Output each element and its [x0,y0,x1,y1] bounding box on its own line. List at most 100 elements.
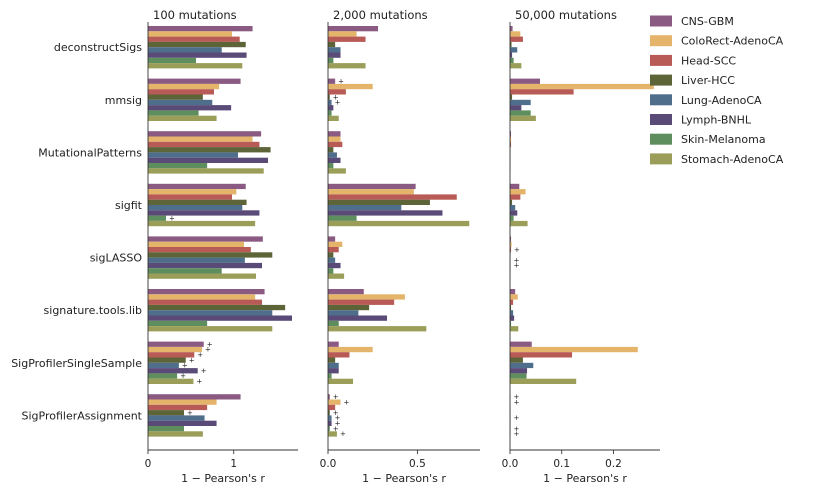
legend-swatch [650,114,672,125]
bar-deconstructSigs-Liver-HCC [148,41,246,48]
bar-MutationalPatterns-Skin-Melanoma [328,163,334,169]
significance-marker: + [333,425,339,433]
x-tick-label: 0.0 [320,458,337,470]
bar-signature.tools.lib-Stomach-AdenoCA [510,326,519,332]
bar-SigProfilerAssignment-Head-SCC [328,404,336,411]
bar-SigProfilerSingleSample-Liver-HCC [328,357,336,363]
bar-sigLASSO-Stomach-AdenoCA [148,273,256,279]
bar-deconstructSigs-Liver-HCC [328,41,336,48]
legend-label: Skin-Melanoma [681,133,766,146]
bar-sigfit-CNS-GBM [328,183,416,190]
bar-mmsig-Liver-HCC [328,94,330,100]
bar-deconstructSigs-ColoRect-AdenoCA [510,31,521,37]
panel-1: 100 mutations++++++++++0 11 − Pearson's r [145,8,298,485]
significance-marker: + [514,246,520,254]
significance-marker: + [514,393,520,401]
bar-MutationalPatterns-Lung-AdenoCA [148,152,238,158]
bar-mmsig-CNS-GBM [148,78,241,84]
bar-sigLASSO-CNS-GBM [148,236,263,242]
bar-MutationalPatterns-Head-SCC [148,141,260,148]
bar-SigProfilerAssignment-Stomach-AdenoCA [328,431,337,437]
bar-deconstructSigs-Lymph-BNHL [148,52,247,58]
significance-marker: + [335,414,341,422]
bar-signature.tools.lib-Lymph-BNHL [510,315,515,321]
significance-marker: + [335,99,341,107]
bar-mmsig-CNS-GBM [328,78,336,84]
bar-SigProfilerSingleSample-Lymph-BNHL [510,368,528,374]
bar-mmsig-Stomach-AdenoCA [510,115,536,121]
bar-MutationalPatterns-ColoRect-AdenoCA [510,136,512,142]
bar-SigProfilerSingleSample-Stomach-AdenoCA [510,378,577,384]
panel-title: 50,000 mutations [515,8,617,22]
bar-SigProfilerSingleSample-ColoRect-AdenoCA [328,346,373,353]
legend-label: CNS-GBM [681,15,734,28]
bar-sigLASSO-Head-SCC [148,247,251,253]
bar-mmsig-Liver-HCC [510,94,513,100]
bar-sigLASSO-CNS-GBM [328,236,336,242]
method-label: sigfit [115,199,143,212]
significance-marker: + [189,356,195,364]
bar-sigfit-ColoRect-AdenoCA [148,189,237,195]
bar-mmsig-Head-SCC [510,89,574,95]
bar-sigLASSO-Lymph-BNHL [148,262,262,269]
significance-marker: + [207,340,213,348]
bar-signature.tools.lib-Lung-AdenoCA [328,310,359,316]
significance-marker: + [196,378,202,386]
bar-sigfit-Skin-Melanoma [510,215,514,221]
bar-deconstructSigs-CNS-GBM [148,26,253,32]
bar-SigProfilerAssignment-Lung-AdenoCA [328,415,332,421]
x-axis-label: 1 − Pearson's r [543,472,627,485]
bar-SigProfilerSingleSample-ColoRect-AdenoCA [510,346,638,353]
bar-SigProfilerSingleSample-Lung-AdenoCA [328,362,339,369]
bar-sigfit-Skin-Melanoma [328,215,357,221]
bar-sigLASSO-Lung-AdenoCA [328,257,336,263]
bar-signature.tools.lib-Lymph-BNHL [148,315,292,321]
bar-sigLASSO-Skin-Melanoma [148,268,222,274]
bar-SigProfilerSingleSample-Lung-AdenoCA [510,362,534,369]
bar-SigProfilerSingleSample-Skin-Melanoma [328,373,332,379]
legend-label: Stomach-AdenoCA [681,153,784,166]
x-tick-label: 0 [145,458,152,470]
legend-swatch [650,94,672,106]
bar-SigProfilerAssignment-CNS-GBM [328,394,330,400]
legend-label: Lymph-BNHL [681,114,752,127]
bar-sigfit-CNS-GBM [148,183,246,190]
bar-deconstructSigs-Lung-AdenoCA [510,47,518,53]
method-label: SigProfilerAssignment [21,409,142,422]
bar-mmsig-Stomach-AdenoCA [148,115,217,121]
legend-swatch [650,35,672,47]
significance-marker: + [187,409,193,417]
significance-marker: + [514,414,520,422]
x-tick-label: 0.0 [502,458,519,470]
significance-marker: + [333,93,339,101]
x-tick-label: 1 [230,458,237,470]
bar-sigLASSO-ColoRect-AdenoCA [510,241,512,247]
bar-SigProfilerAssignment-Skin-Melanoma [328,426,330,432]
bar-deconstructSigs-ColoRect-AdenoCA [328,31,357,37]
bar-SigProfilerAssignment-Lymph-BNHL [328,420,332,426]
bar-MutationalPatterns-Lymph-BNHL [148,157,268,163]
legend-label: Lung-AdenoCA [681,94,762,107]
bar-SigProfilerSingleSample-Stomach-AdenoCA [148,378,194,384]
bar-signature.tools.lib-Liver-HCC [148,304,286,311]
bar-MutationalPatterns-Liver-HCC [328,147,334,153]
method-label: signature.tools.lib [44,304,142,317]
bar-MutationalPatterns-Stomach-AdenoCA [328,168,346,174]
bar-SigProfilerAssignment-Skin-Melanoma [148,426,184,432]
method-label: MutationalPatterns [38,146,142,159]
bar-SigProfilerSingleSample-CNS-GBM [510,341,532,347]
bar-sigLASSO-Stomach-AdenoCA [328,273,345,279]
bar-deconstructSigs-Head-SCC [148,36,240,42]
bar-SigProfilerSingleSample-ColoRect-AdenoCA [148,346,202,353]
bar-signature.tools.lib-ColoRect-AdenoCA [510,294,518,300]
bar-MutationalPatterns-CNS-GBM [510,131,512,137]
bar-signature.tools.lib-Lung-AdenoCA [148,310,273,316]
bar-mmsig-Lymph-BNHL [510,105,522,111]
bar-signature.tools.lib-Skin-Melanoma [328,320,339,327]
bar-signature.tools.lib-CNS-GBM [328,289,364,295]
bar-mmsig-Lung-AdenoCA [148,99,213,106]
bar-sigfit-Lung-AdenoCA [510,205,516,211]
bar-sigfit-CNS-GBM [510,183,520,190]
bar-MutationalPatterns-CNS-GBM [328,131,341,137]
